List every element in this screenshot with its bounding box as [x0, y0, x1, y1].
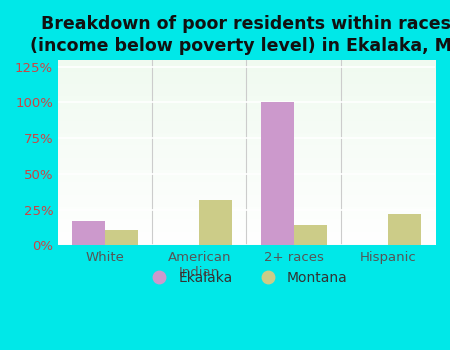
Bar	[105, 230, 138, 245]
Bar	[199, 200, 232, 245]
Bar	[388, 214, 421, 245]
Bar	[72, 221, 105, 245]
Title: Breakdown of poor residents within races
(income below poverty level) in Ekalaka: Breakdown of poor residents within races…	[30, 15, 450, 55]
Bar	[261, 103, 293, 245]
Bar	[293, 225, 327, 245]
Legend: Ekalaka, Montana: Ekalaka, Montana	[140, 266, 353, 290]
